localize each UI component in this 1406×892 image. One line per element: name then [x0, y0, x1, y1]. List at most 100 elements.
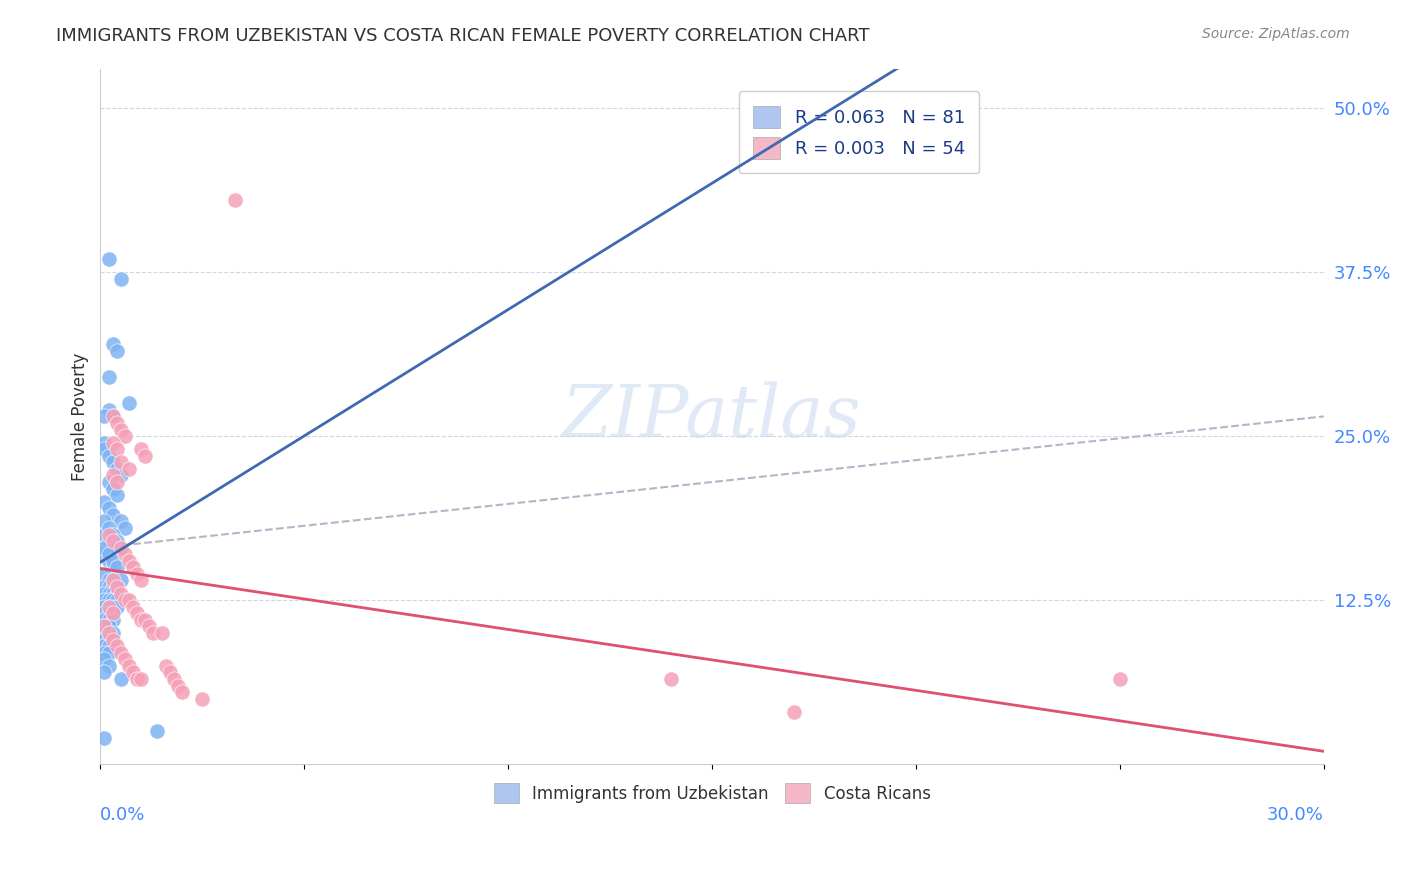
Point	[129, 574, 152, 588]
Point	[97, 613, 120, 627]
Point	[105, 442, 128, 457]
Point	[122, 599, 145, 614]
Point	[101, 435, 124, 450]
Point	[105, 416, 128, 430]
Point	[129, 442, 152, 457]
Text: ZIPatlas: ZIPatlas	[562, 381, 862, 451]
Point	[93, 665, 115, 680]
Point	[129, 613, 152, 627]
Point	[97, 501, 120, 516]
Point	[105, 639, 128, 653]
Point	[97, 599, 120, 614]
Point	[110, 468, 132, 483]
Point	[150, 626, 173, 640]
Point	[101, 508, 124, 522]
Point	[101, 607, 124, 621]
Point	[114, 429, 136, 443]
Point	[93, 580, 115, 594]
Point	[93, 527, 115, 541]
Point	[105, 534, 128, 549]
Point	[97, 475, 120, 489]
Point	[146, 724, 169, 739]
Point	[101, 409, 124, 424]
Point	[142, 626, 165, 640]
Point	[93, 494, 115, 508]
Point	[93, 593, 115, 607]
Point	[783, 705, 806, 719]
Point	[93, 435, 115, 450]
Point	[105, 343, 128, 358]
Point	[110, 586, 132, 600]
Point	[97, 547, 120, 561]
Point	[93, 409, 115, 424]
Point	[97, 619, 120, 633]
Point	[110, 455, 132, 469]
Point	[101, 455, 124, 469]
Point	[134, 613, 156, 627]
Point	[110, 646, 132, 660]
Point	[659, 672, 682, 686]
Point	[110, 515, 132, 529]
Point	[105, 541, 128, 555]
Point	[93, 566, 115, 581]
Point	[101, 586, 124, 600]
Point	[134, 449, 156, 463]
Point	[122, 665, 145, 680]
Point	[93, 626, 115, 640]
Point	[114, 547, 136, 561]
Point	[93, 639, 115, 653]
Point	[118, 658, 141, 673]
Point	[125, 607, 148, 621]
Point	[163, 672, 186, 686]
Point	[122, 560, 145, 574]
Point	[101, 554, 124, 568]
Point	[105, 488, 128, 502]
Point	[170, 685, 193, 699]
Point	[118, 554, 141, 568]
Point	[93, 515, 115, 529]
Point	[105, 593, 128, 607]
Point	[97, 593, 120, 607]
Text: IMMIGRANTS FROM UZBEKISTAN VS COSTA RICAN FEMALE POVERTY CORRELATION CHART: IMMIGRANTS FROM UZBEKISTAN VS COSTA RICA…	[56, 27, 870, 45]
Point	[97, 574, 120, 588]
Point	[105, 580, 128, 594]
Point	[118, 462, 141, 476]
Point	[101, 607, 124, 621]
Point	[105, 580, 128, 594]
Point	[110, 271, 132, 285]
Y-axis label: Female Poverty: Female Poverty	[72, 352, 89, 481]
Point	[125, 566, 148, 581]
Point	[97, 527, 120, 541]
Point	[105, 475, 128, 489]
Point	[166, 679, 188, 693]
Text: Source: ZipAtlas.com: Source: ZipAtlas.com	[1202, 27, 1350, 41]
Point	[97, 626, 120, 640]
Point	[159, 665, 181, 680]
Point	[97, 607, 120, 621]
Point	[101, 626, 124, 640]
Point	[93, 599, 115, 614]
Point	[97, 599, 120, 614]
Point	[93, 652, 115, 666]
Point	[105, 560, 128, 574]
Point	[101, 534, 124, 549]
Point	[93, 541, 115, 555]
Point	[101, 482, 124, 496]
Point	[129, 672, 152, 686]
Point	[110, 672, 132, 686]
Point	[97, 632, 120, 647]
Point	[93, 619, 115, 633]
Point	[97, 252, 120, 266]
Point	[138, 619, 160, 633]
Point	[97, 639, 120, 653]
Point	[93, 619, 115, 633]
Point	[97, 402, 120, 417]
Point	[97, 554, 120, 568]
Point	[101, 599, 124, 614]
Point	[97, 580, 120, 594]
Point	[93, 731, 115, 745]
Point	[114, 652, 136, 666]
Point	[101, 468, 124, 483]
Point	[93, 646, 115, 660]
Point	[93, 607, 115, 621]
